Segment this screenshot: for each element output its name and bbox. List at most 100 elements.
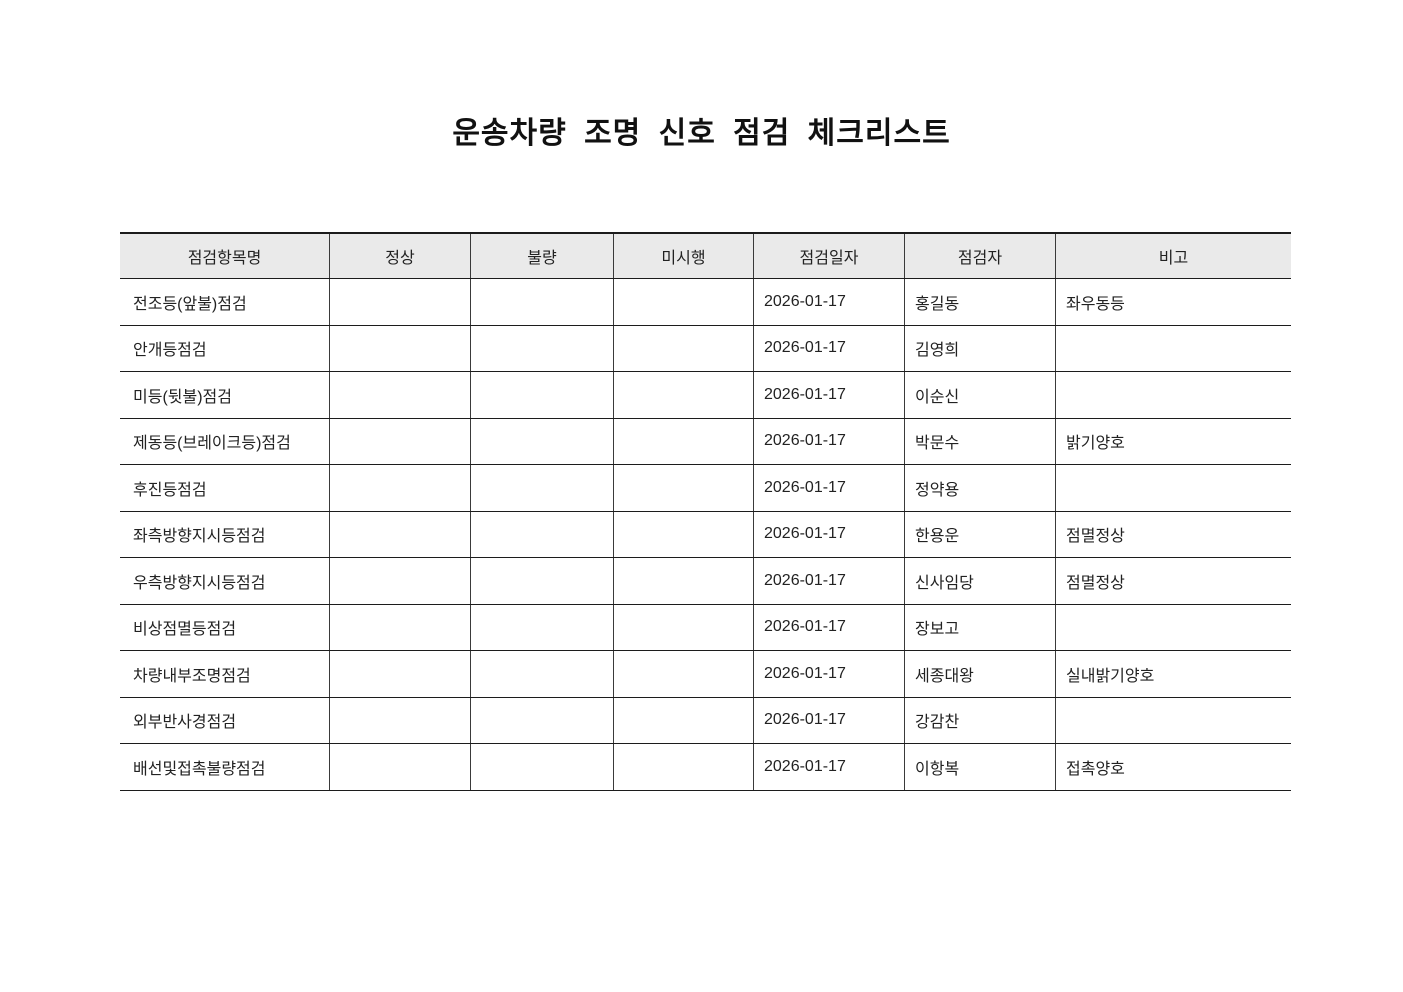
cell-defect[interactable] [470,278,614,326]
cell-not_done[interactable] [613,418,754,465]
cell-remarks: 점멸정상 [1055,511,1291,558]
table-row: 우측방향지시등점검 2026-01-17 신사임당 점멸정상 [120,557,1291,605]
table-row: 안개등점검 2026-01-17 김영희 [120,325,1291,372]
table-row: 외부반사경점검 2026-01-17 강감찬 [120,697,1291,744]
cell-not_done[interactable] [613,557,754,605]
column-header-defect: 불량 [470,232,614,279]
column-header-date: 점검일자 [753,232,905,279]
cell-defect[interactable] [470,418,614,465]
cell-defect[interactable] [470,511,614,558]
cell-normal[interactable] [329,697,471,744]
cell-normal[interactable] [329,650,471,698]
cell-defect[interactable] [470,697,614,744]
cell-remarks: 실내밝기양호 [1055,650,1291,698]
cell-normal[interactable] [329,511,471,558]
cell-remarks: 밝기양호 [1055,418,1291,465]
cell-defect[interactable] [470,604,614,651]
cell-not_done[interactable] [613,325,754,372]
cell-date: 2026-01-17 [753,418,905,465]
cell-inspector: 박문수 [904,418,1056,465]
cell-normal[interactable] [329,604,471,651]
cell-inspector: 세종대왕 [904,650,1056,698]
column-header-inspector: 점검자 [904,232,1056,279]
cell-date: 2026-01-17 [753,371,905,419]
cell-normal[interactable] [329,464,471,512]
cell-date: 2026-01-17 [753,325,905,372]
cell-not_done[interactable] [613,604,754,651]
cell-item: 제동등(브레이크등)점검 [120,418,330,465]
cell-normal[interactable] [329,557,471,605]
table-row: 후진등점검 2026-01-17 정약용 [120,464,1291,512]
cell-date: 2026-01-17 [753,650,905,698]
cell-item: 외부반사경점검 [120,697,330,744]
table-row: 미등(뒷불)점검 2026-01-17 이순신 [120,371,1291,419]
cell-defect[interactable] [470,557,614,605]
cell-not_done[interactable] [613,697,754,744]
table-row: 좌측방향지시등점검 2026-01-17 한용운 점멸정상 [120,511,1291,558]
cell-date: 2026-01-17 [753,743,905,791]
cell-remarks [1055,604,1291,651]
inspection-checklist-table: 점검항목명 정상 불량 미시행 점검일자 점검자 비고 전조등(앞불)점검 2026-01-1… [120,232,1291,791]
cell-inspector: 장보고 [904,604,1056,651]
page-title: 운송차량 조명 신호 점검 체크리스트 [452,117,951,150]
table-row: 제동등(브레이크등)점검 2026-01-17 박문수 밝기양호 [120,418,1291,465]
column-header-item: 점검항목명 [120,232,330,279]
column-header-normal: 정상 [329,232,471,279]
cell-remarks: 점멸정상 [1055,557,1291,605]
cell-defect[interactable] [470,650,614,698]
cell-date: 2026-01-17 [753,278,905,326]
cell-remarks [1055,371,1291,419]
cell-item: 배선및접촉불량점검 [120,743,330,791]
cell-remarks [1055,464,1291,512]
cell-item: 후진등점검 [120,464,330,512]
cell-item: 전조등(앞불)점검 [120,278,330,326]
cell-item: 차량내부조명점검 [120,650,330,698]
cell-not_done[interactable] [613,743,754,791]
cell-normal[interactable] [329,278,471,326]
cell-normal[interactable] [329,743,471,791]
cell-inspector: 정약용 [904,464,1056,512]
cell-date: 2026-01-17 [753,697,905,744]
cell-date: 2026-01-17 [753,557,905,605]
cell-not_done[interactable] [613,511,754,558]
cell-defect[interactable] [470,464,614,512]
cell-remarks: 접촉양호 [1055,743,1291,791]
table-row: 배선및접촉불량점검 2026-01-17 이항복 접촉양호 [120,743,1291,791]
table-body: 전조등(앞불)점검 2026-01-17 홍길동 좌우동등 안개등점검 2026-01-1… [120,278,1291,791]
cell-not_done[interactable] [613,650,754,698]
cell-item: 비상점멸등점검 [120,604,330,651]
cell-item: 미등(뒷불)점검 [120,371,330,419]
cell-date: 2026-01-17 [753,464,905,512]
table-row: 전조등(앞불)점검 2026-01-17 홍길동 좌우동등 [120,278,1291,326]
cell-normal[interactable] [329,418,471,465]
table-row: 차량내부조명점검 2026-01-17 세종대왕 실내밝기양호 [120,650,1291,698]
cell-remarks [1055,697,1291,744]
cell-inspector: 이순신 [904,371,1056,419]
cell-defect[interactable] [470,743,614,791]
cell-normal[interactable] [329,371,471,419]
cell-inspector: 강감찬 [904,697,1056,744]
cell-inspector: 이항복 [904,743,1056,791]
cell-not_done[interactable] [613,464,754,512]
cell-inspector: 한용운 [904,511,1056,558]
table-row: 비상점멸등점검 2026-01-17 장보고 [120,604,1291,651]
cell-item: 안개등점검 [120,325,330,372]
cell-inspector: 신사임당 [904,557,1056,605]
column-header-remarks: 비고 [1055,232,1291,279]
cell-item: 좌측방향지시등점검 [120,511,330,558]
table-header-row: 점검항목명 정상 불량 미시행 점검일자 점검자 비고 [120,232,1291,279]
cell-defect[interactable] [470,371,614,419]
cell-inspector: 김영희 [904,325,1056,372]
cell-date: 2026-01-17 [753,604,905,651]
cell-remarks: 좌우동등 [1055,278,1291,326]
cell-date: 2026-01-17 [753,511,905,558]
cell-not_done[interactable] [613,371,754,419]
cell-not_done[interactable] [613,278,754,326]
cell-defect[interactable] [470,325,614,372]
cell-item: 우측방향지시등점검 [120,557,330,605]
cell-normal[interactable] [329,325,471,372]
cell-remarks [1055,325,1291,372]
cell-inspector: 홍길동 [904,278,1056,326]
column-header-not_done: 미시행 [613,232,754,279]
